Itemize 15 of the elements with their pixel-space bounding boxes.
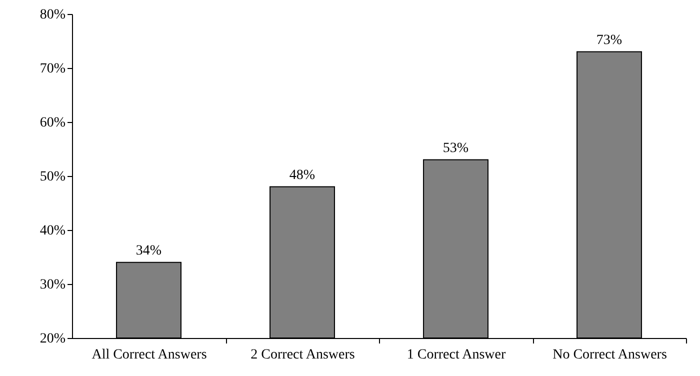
x-tick-label: 1 Correct Answer [406,348,506,362]
data-label: 34% [136,243,162,258]
y-tick-label: 20% [40,332,66,346]
data-label: 53% [442,140,469,156]
y-tick-label: 30% [40,278,66,292]
x-tick-label: No Correct Answers [552,348,667,362]
y-tick-label: 80% [40,8,66,22]
y-tick-label: 40% [40,224,66,238]
y-tick-label: 70% [40,62,66,76]
x-tick-label: 2 Correct Answers [250,348,355,362]
data-label: 73% [596,32,622,48]
data-label: 48% [289,168,316,183]
y-tick-label: 50% [40,170,66,184]
y-tick-label: 60% [40,116,66,130]
x-tick-label: All Correct Answers [92,348,207,362]
